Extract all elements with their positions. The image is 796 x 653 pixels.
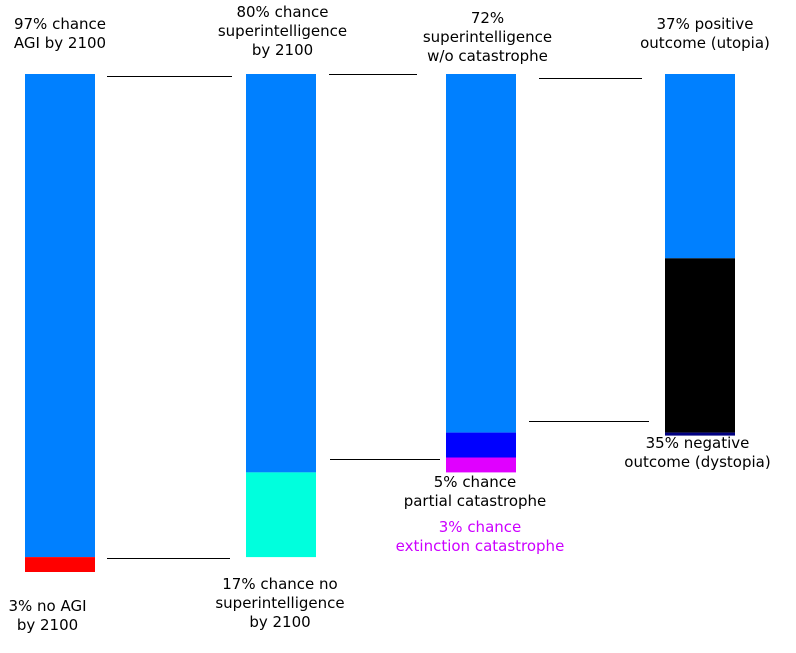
bar-outcome-segment-0 bbox=[665, 74, 735, 259]
label-si-yes: 80% chance superintelligence by 2100 bbox=[217, 3, 348, 59]
label-agi-no: 3% no AGI by 2100 bbox=[8, 597, 87, 634]
label-cat-partial: 5% chance partial catastrophe bbox=[403, 473, 547, 510]
label-cat-none: 72% superintelligence w/o catastrophe bbox=[422, 9, 553, 65]
label-si-no: 17% chance no superintelligence by 2100 bbox=[215, 575, 345, 631]
bar-outcome-segment-2 bbox=[665, 432, 735, 436]
bar-catastrophe-segment-2 bbox=[446, 457, 516, 473]
label-cat-extinct: 3% chance extinction catastrophe bbox=[395, 518, 565, 555]
bar-catastrophe-segment-0 bbox=[446, 74, 516, 433]
label-out-pos: 37% positive outcome (utopia) bbox=[640, 15, 770, 52]
bar-catastrophe-segment-1 bbox=[446, 432, 516, 458]
bar-superintelligence-segment-0 bbox=[246, 74, 316, 473]
label-agi-yes: 97% chance AGI by 2100 bbox=[13, 15, 107, 52]
label-out-neg: 35% negative outcome (dystopia) bbox=[624, 434, 771, 471]
bar-superintelligence-segment-1 bbox=[246, 472, 316, 558]
bar-agi-segment-0 bbox=[25, 74, 95, 558]
bar-outcome-segment-1 bbox=[665, 258, 735, 433]
bar-agi-segment-1 bbox=[25, 557, 95, 572]
